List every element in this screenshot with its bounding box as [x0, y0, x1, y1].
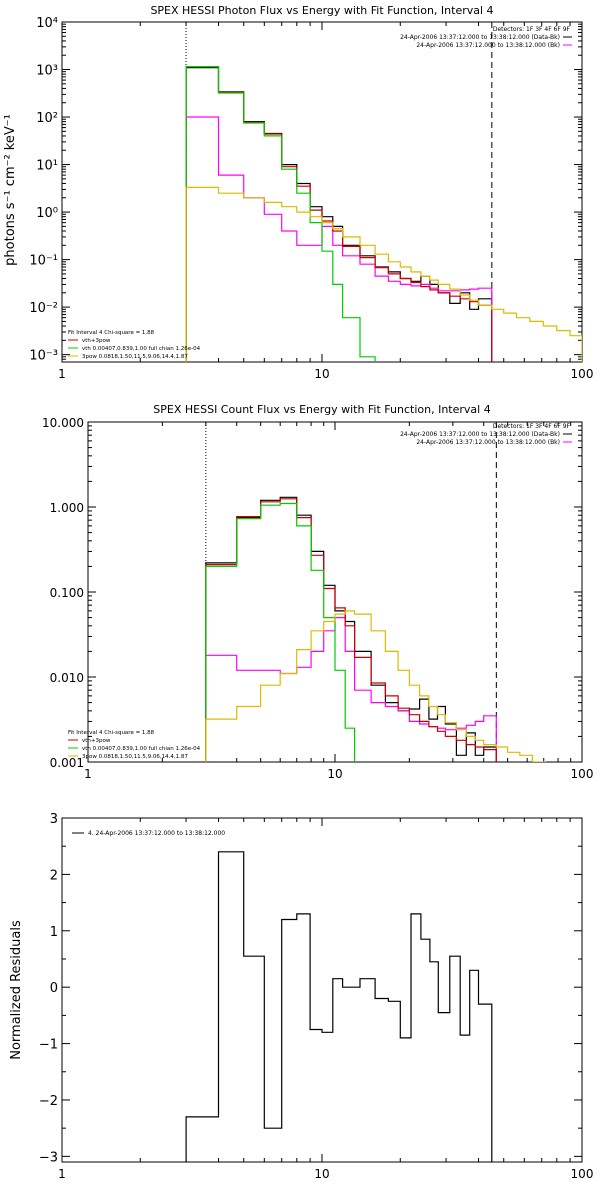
photon-flux-detectors: Detectors: 1F 3F 4F 6F 9F — [493, 26, 571, 33]
photon-flux-fit-3pow: 3pow 0.0818,1.50,11.5,9.06,14.4,1.87 — [82, 354, 188, 360]
photon-flux-x-tick-label: 1 — [58, 367, 66, 381]
photon-flux-interval-bk: 24-Apr-2006 13:37:12.000 to 13:38:12.000… — [416, 42, 560, 49]
photon-flux-y-tick-label: 10⁻³ — [29, 349, 58, 364]
residuals-legend-text: 4. 24-Apr-2006 13:37:12.000 to 13:38:12.… — [88, 830, 225, 837]
photon-flux-interval-data: 24-Apr-2006 13:37:12.000 to 13:38:12.000… — [400, 34, 560, 41]
photon-flux-series-bk — [185, 116, 493, 362]
count-flux-y-tick-label: 0.100 — [50, 586, 84, 600]
count-flux-panel: SPEX HESSI Count Flux vs Energy with Fit… — [42, 403, 594, 781]
count-flux-title: SPEX HESSI Count Flux vs Energy with Fit… — [153, 403, 490, 416]
count-flux-data — [205, 422, 546, 762]
residuals-x-tick-label: 1 — [58, 1167, 66, 1181]
residuals-y-tick-label: −2 — [39, 1094, 58, 1109]
count-flux-x-tick-label: 1 — [84, 767, 92, 781]
photon-flux-fit-legend: Fit Interval 4 Chi-square = 1.88 vth+3po… — [68, 330, 201, 360]
count-flux-fit-vth: vth 0.00407,0.839,1.00 full chian 1.26e-… — [82, 746, 201, 752]
photon-flux-fit-header: Fit Interval 4 Chi-square = 1.88 — [68, 330, 155, 336]
count-flux-fit-3pow: 3pow 0.0818,1.50,11.5,9.06,14.4,1.87 — [82, 754, 188, 760]
count-flux-header: Detectors: 1F 3F 4F 6F 9F 24-Apr-2006 13… — [400, 423, 572, 446]
residuals-y-tick-label: −3 — [39, 1150, 58, 1165]
count-flux-plot: 1 10 100 0.001 0.010 0.100 1.000 10.000 — [42, 416, 594, 781]
photon-flux-y-tick-label: 10⁴ — [36, 16, 58, 31]
photon-flux-fit-total: vth+3pow — [82, 338, 111, 344]
photon-flux-x-tick-label: 100 — [571, 367, 594, 381]
photon-flux-series-vth — [185, 66, 376, 362]
count-flux-detectors: Detectors: 1F 3F 4F 6F 9F — [493, 423, 571, 430]
count-flux-y-tick-label: 0.001 — [50, 756, 84, 770]
residuals-y-tick-label: −1 — [39, 1038, 58, 1053]
photon-flux-plot: 1 10 100 10⁻³ 10⁻² 10⁻¹ 10⁰ 10¹ 10² 10³ 10⁴ — [29, 16, 593, 381]
photon-flux-y-tick-label: 10² — [36, 111, 58, 126]
photon-flux-y-tick-label: 10³ — [36, 64, 58, 79]
residuals-y-tick-label: 0 — [50, 981, 58, 996]
count-flux-series-vth-3pow — [205, 498, 497, 762]
photon-flux-data — [185, 22, 582, 362]
count-flux-fit-legend: Fit Interval 4 Chi-square = 1.88 vth+3po… — [68, 730, 201, 760]
photon-flux-y-tick-label: 10¹ — [36, 159, 58, 174]
photon-flux-y-tick-label: 10⁻² — [29, 301, 58, 316]
count-flux-interval-data: 24-Apr-2006 13:37:12.000 to 13:38:12.000… — [400, 431, 560, 438]
count-flux-series-3pow — [205, 610, 546, 762]
residuals-y-tick-label: 3 — [50, 812, 58, 827]
residuals-x-tick-label: 10 — [314, 1167, 329, 1181]
count-flux-interval-bk: 24-Apr-2006 13:37:12.000 to 13:38:12.000… — [416, 439, 560, 446]
photon-flux-panel: SPEX HESSI Photon Flux vs Energy with Fi… — [3, 4, 593, 381]
residuals-data — [185, 851, 493, 1162]
photon-flux-header: Detectors: 1F 3F 4F 6F 9F 24-Apr-2006 13… — [400, 26, 572, 49]
count-flux-x-tick-label: 10 — [327, 767, 342, 781]
residuals-plot: 1 10 100 −3 −2 −1 0 1 2 3 — [39, 812, 594, 1181]
count-flux-y-tick-label: 0.010 — [50, 671, 84, 685]
residuals-y-tick-label: 2 — [50, 868, 58, 883]
count-flux-y-tick-label: 10.000 — [42, 416, 84, 430]
residuals-series-4-24-apr-2006-13-37-12-000-to-13-38-12-000 — [185, 851, 493, 1162]
residuals-legend: 4. 24-Apr-2006 13:37:12.000 to 13:38:12.… — [72, 830, 225, 837]
photon-flux-y-tick-label: 10⁰ — [36, 206, 58, 221]
count-flux-series-vth — [205, 502, 356, 762]
photon-flux-fit-vth: vth 0.00407,0.839,1.00 full chian 1.26e-… — [82, 346, 201, 352]
residuals-y-tick-label: 1 — [50, 925, 58, 940]
photon-flux-series-vth-3pow — [185, 66, 493, 362]
photon-flux-x-tick-label: 10 — [314, 367, 329, 381]
residuals-panel: Normalized Residuals 1 10 100 −3 −2 −1 0 1 2 3 4.… — [9, 812, 594, 1181]
photon-flux-title: SPEX HESSI Photon Flux vs Energy with Fi… — [150, 4, 493, 17]
residuals-x-tick-label: 100 — [571, 1167, 594, 1181]
photon-flux-y-tick-label: 10⁻¹ — [29, 254, 58, 269]
count-flux-fit-header: Fit Interval 4 Chi-square = 1.88 — [68, 730, 155, 736]
residuals-y-label: Normalized Residuals — [9, 920, 24, 1060]
count-flux-y-tick-label: 1.000 — [50, 501, 84, 515]
count-flux-x-tick-label: 100 — [571, 767, 594, 781]
count-flux-fit-total: vth+3pow — [82, 738, 111, 744]
photon-flux-series-3pow — [185, 186, 582, 362]
photon-flux-y-label: photons s⁻¹ cm⁻² keV⁻¹ — [3, 114, 18, 266]
